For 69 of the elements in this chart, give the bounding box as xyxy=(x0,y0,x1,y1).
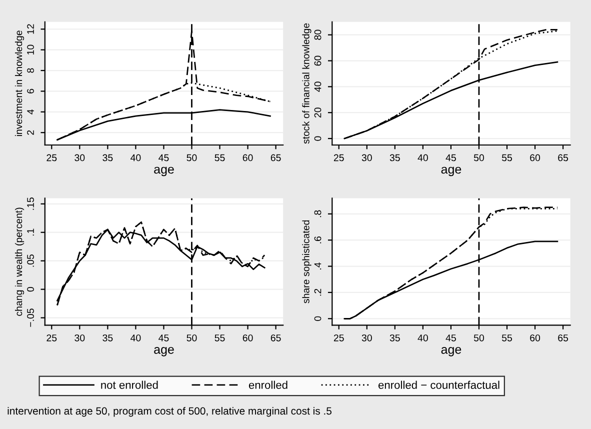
x-tick-label: 50 xyxy=(474,334,484,342)
x-tick-label: 30 xyxy=(74,334,85,342)
x-tick-label: 25 xyxy=(334,154,344,162)
x-tick-label: 30 xyxy=(74,154,85,162)
x-tick-label: 40 xyxy=(418,154,428,162)
x-tick-label: 30 xyxy=(362,334,372,342)
y-tick-label: 80 xyxy=(314,30,322,40)
y-tick-label: 2 xyxy=(27,130,34,135)
x-tick-label: 40 xyxy=(130,334,141,342)
x-tick-label: 35 xyxy=(102,154,113,162)
y-tick-label: 6 xyxy=(27,88,34,94)
y-tick-label: .2 xyxy=(314,288,322,296)
y-tick-label: 12 xyxy=(27,24,34,34)
y-tick-label: .1 xyxy=(27,228,34,236)
x-tick-label: 65 xyxy=(270,154,281,162)
y-tick-label: .6 xyxy=(314,236,322,244)
y-tick-label: .8 xyxy=(314,210,322,218)
x-tick-label: 65 xyxy=(270,334,281,342)
legend-label: enrolled − counterfactual xyxy=(378,380,500,389)
x-tick-label: 60 xyxy=(530,334,540,342)
x-tick-label: 50 xyxy=(186,334,197,342)
legend-label: enrolled xyxy=(248,380,288,389)
y-tick-label: .05 xyxy=(27,254,34,267)
x-tick-label: 55 xyxy=(502,334,512,342)
x-tick-label: 45 xyxy=(158,334,169,342)
y-tick-label: 20 xyxy=(314,108,322,118)
x-axis-title: age xyxy=(441,346,462,356)
y-tick-label: 8 xyxy=(27,68,34,73)
y-tick-label: .4 xyxy=(314,262,322,270)
y-axis-title: stock of financial knowledge xyxy=(302,23,312,144)
y-tick-label: .15 xyxy=(27,198,34,210)
x-tick-label: 25 xyxy=(334,334,344,342)
x-tick-label: 40 xyxy=(418,334,428,342)
x-tick-label: 45 xyxy=(446,154,456,162)
y-tick-label: 40 xyxy=(314,82,322,92)
x-tick-label: 45 xyxy=(446,334,456,342)
y-tick-label: 0 xyxy=(27,286,34,292)
x-tick-label: 35 xyxy=(102,334,113,342)
y-tick-label: 10 xyxy=(27,44,34,54)
y-tick-label: 0 xyxy=(314,136,322,141)
x-tick-label: 25 xyxy=(46,154,57,162)
x-tick-label: 45 xyxy=(158,154,169,162)
y-axis-title: investment in knowledge xyxy=(14,30,24,136)
x-axis-title: age xyxy=(154,346,174,356)
y-tick-label: 0 xyxy=(314,316,322,321)
x-tick-label: 30 xyxy=(362,154,372,162)
y-axis-title: share sophisticated xyxy=(302,220,312,304)
x-tick-label: 50 xyxy=(186,154,197,162)
x-tick-label: 50 xyxy=(474,154,484,162)
y-tick-label: 60 xyxy=(314,56,322,66)
x-axis-title: age xyxy=(154,166,174,176)
x-tick-label: 60 xyxy=(530,154,540,162)
x-tick-label: 35 xyxy=(390,154,400,162)
x-tick-label: 55 xyxy=(214,154,225,162)
y-tick-label: 4 xyxy=(27,109,34,114)
y-tick-label: −.05 xyxy=(27,308,34,327)
x-tick-label: 35 xyxy=(390,334,400,342)
x-axis-title: age xyxy=(441,166,462,176)
x-tick-label: 60 xyxy=(242,334,253,342)
text: intervention at age 50, program cost of 500, relative marginal cost is .5 xyxy=(8,406,332,417)
x-tick-label: 65 xyxy=(558,154,568,162)
x-tick-label: 55 xyxy=(214,334,225,342)
x-tick-label: 25 xyxy=(46,334,57,342)
legend-label: not enrolled xyxy=(101,380,158,389)
x-tick-label: 55 xyxy=(502,154,512,162)
x-tick-label: 65 xyxy=(558,334,568,342)
x-tick-label: 40 xyxy=(130,154,141,162)
y-axis-title: chang in wealth (percent) xyxy=(14,208,24,316)
x-tick-label: 60 xyxy=(242,154,253,162)
